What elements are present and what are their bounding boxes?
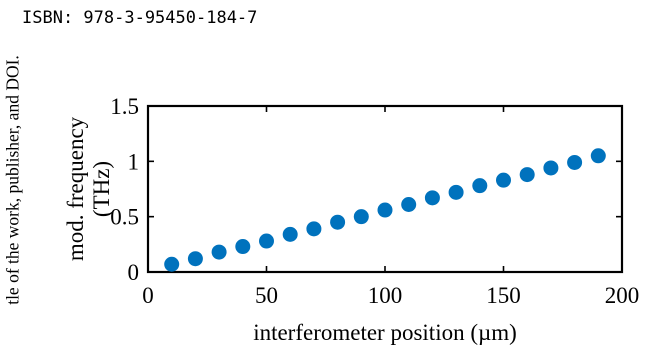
x-tick-label: 100 (368, 283, 403, 308)
x-tick-label: 200 (605, 283, 640, 308)
data-point (424, 190, 440, 206)
data-point (330, 214, 346, 230)
data-point (211, 244, 227, 260)
x-tick-label: 50 (255, 283, 278, 308)
data-point (377, 202, 393, 218)
data-point (472, 178, 488, 194)
data-points (164, 148, 606, 272)
data-point (353, 209, 369, 225)
y-axis-label: mod. frequency (THz) (63, 116, 114, 261)
data-point (306, 221, 322, 237)
x-tick-label: 150 (486, 283, 521, 308)
isbn-text: ISBN: 978-3-95450-184-7 (22, 8, 258, 28)
y-axis-ticks: 0 0.5 1 1.5 (110, 94, 622, 285)
y-tick-label: 0.5 (110, 205, 139, 230)
data-point (567, 154, 583, 170)
data-point (543, 160, 559, 176)
x-axis-ticks: 0 50 100 150 200 (142, 106, 639, 308)
data-point (187, 251, 203, 267)
data-point (448, 184, 464, 200)
x-tick-label: 0 (142, 283, 154, 308)
x-axis-label: interferometer position (µm) (253, 320, 517, 345)
data-point (164, 256, 180, 272)
data-point (401, 196, 417, 212)
y-axis-label-line1: mod. frequency (63, 116, 88, 261)
data-point (519, 167, 535, 183)
data-point (590, 148, 606, 164)
data-point (282, 226, 298, 242)
y-tick-label: 0 (128, 260, 140, 285)
y-tick-label: 1 (128, 149, 140, 174)
data-point (259, 233, 274, 249)
data-point (235, 239, 251, 255)
y-axis-label-line2: (THz) (89, 161, 114, 217)
data-point (496, 172, 511, 188)
y-tick-label: 1.5 (110, 94, 139, 119)
